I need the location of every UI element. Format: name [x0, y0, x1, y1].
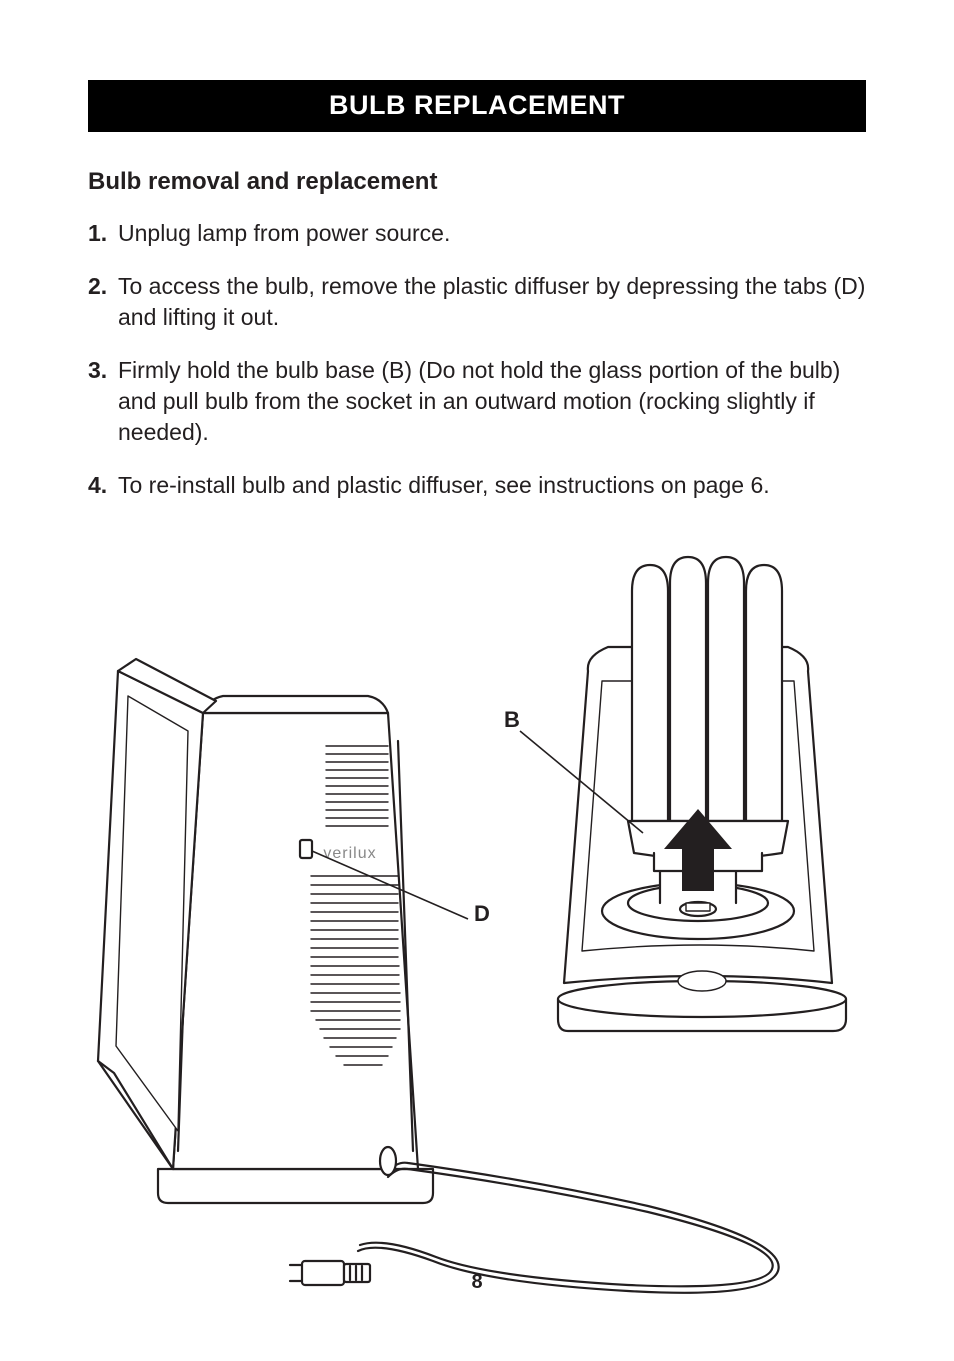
steps-list: 1. Unplug lamp from power source. 2. To …	[88, 218, 866, 501]
subheading: Bulb removal and replacement	[88, 168, 866, 196]
step-number: 3.	[88, 355, 118, 448]
step-number: 4.	[88, 470, 118, 501]
step-text: To re-install bulb and plastic diffuser,…	[118, 470, 866, 501]
section-header: BULB REPLACEMENT	[88, 80, 866, 132]
illustration-container: verilux	[88, 541, 866, 1301]
step-text: To access the bulb, remove the plastic d…	[118, 271, 866, 333]
step-item: 2. To access the bulb, remove the plasti…	[88, 271, 866, 333]
step-number: 1.	[88, 218, 118, 249]
callout-d: D	[474, 901, 490, 927]
step-text: Firmly hold the bulb base (B) (Do not ho…	[118, 355, 866, 448]
page-number: 8	[0, 1271, 954, 1294]
step-number: 2.	[88, 271, 118, 333]
step-item: 1. Unplug lamp from power source.	[88, 218, 866, 249]
step-item: 4. To re-install bulb and plastic diffus…	[88, 470, 866, 501]
callout-b: B	[504, 707, 520, 733]
step-item: 3. Firmly hold the bulb base (B) (Do not…	[88, 355, 866, 448]
step-text: Unplug lamp from power source.	[118, 218, 866, 249]
